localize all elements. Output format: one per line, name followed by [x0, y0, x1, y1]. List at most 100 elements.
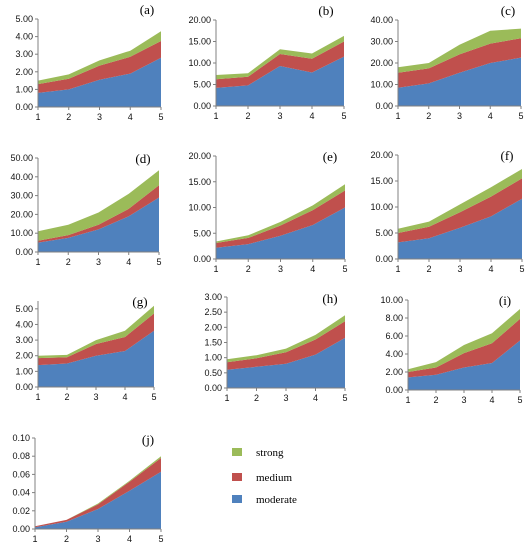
x-tick-label: 4	[122, 392, 127, 402]
panel-i: 0.00 2.00 4.00 6.00 8.00 10.00 1 2 3 4 5 (i)	[380, 293, 522, 405]
y-tick-label: 2.00	[15, 67, 33, 77]
x-tick-label: 4	[310, 264, 315, 274]
x-tick-label: 5	[342, 264, 347, 274]
y-tick-label: 10.00	[188, 58, 211, 68]
legend-swatch	[232, 473, 242, 481]
y-tick-label: 40.00	[370, 15, 393, 25]
area-medium	[216, 190, 345, 248]
x-tick-label: 1	[395, 111, 400, 121]
y-tick-label: 10.00	[370, 202, 393, 212]
area-medium	[38, 41, 161, 93]
legend-swatch	[232, 448, 242, 456]
area-strong	[38, 170, 159, 241]
y-tick-label: 30.00	[370, 37, 393, 47]
panel-label: (d)	[135, 151, 150, 166]
legend: strong medium moderate	[232, 447, 297, 506]
panel-label: (a)	[140, 2, 154, 17]
y-tick-label: 3.00	[15, 335, 33, 345]
y-tick-label: 4.00	[385, 349, 403, 359]
panel-d: 0.00 10.00 20.00 30.00 40.00 50.00 1 2 3 4 5 (d)	[10, 151, 161, 267]
x-tick-label: 4	[309, 111, 314, 121]
y-tick-label: 20.00	[10, 209, 33, 219]
y-tick-label: 10.00	[380, 295, 403, 305]
x-tick-label: 1	[35, 392, 40, 402]
y-tick-label: 0.04	[12, 488, 30, 498]
x-tick-label: 3	[95, 534, 100, 544]
x-tick-label: 2	[426, 264, 431, 274]
legend-label: medium	[256, 472, 292, 484]
y-tick-label: 40.00	[10, 172, 33, 182]
panel-f: 0.00 5.00 10.00 15.00 20.00 1 2 3 4 5 (f)	[370, 148, 524, 274]
y-tick-label: 2.00	[385, 367, 403, 377]
y-tick-label: 0.02	[12, 506, 30, 516]
area-medium	[216, 41, 344, 88]
x-tick-label: 1	[35, 112, 40, 122]
legend-swatch	[232, 495, 242, 503]
y-tick-label: 5.00	[15, 304, 33, 314]
x-tick-label: 3	[283, 393, 288, 403]
panel-b: 0.00 5.00 10.00 15.00 20.00 1 2 3 4 5 (b)	[188, 3, 346, 121]
x-tick-label: 3	[96, 257, 101, 267]
legend-item-moderate: moderate	[232, 494, 297, 506]
y-tick-label: 2.00	[15, 351, 33, 361]
y-tick-label: 1.00	[15, 84, 33, 94]
panel-label: (g)	[132, 294, 147, 309]
x-tick-label: 5	[341, 111, 346, 121]
y-tick-label: 5.00	[193, 228, 211, 238]
x-tick-label: 3	[457, 111, 462, 121]
area-strong	[216, 35, 344, 80]
x-tick-label: 4	[489, 395, 494, 405]
x-tick-label: 4	[488, 111, 493, 121]
y-tick-label: 4.00	[15, 32, 33, 42]
panel-c: 0.00 10.00 20.00 30.00 40.00 1 2 3 4 5 (c)	[370, 3, 523, 121]
y-tick-label: 15.00	[370, 176, 393, 186]
y-tick-label: 20.00	[370, 150, 393, 160]
y-tick-label: 20.00	[188, 15, 211, 25]
legend-label: moderate	[256, 494, 297, 506]
panel-label: (c)	[501, 3, 515, 18]
x-tick-label: 4	[126, 257, 131, 267]
y-tick-label: 50.00	[10, 153, 33, 163]
x-tick-label: 3	[461, 395, 466, 405]
y-tick-label: 5.00	[375, 228, 393, 238]
x-tick-label: 1	[35, 257, 40, 267]
panel-label: (f)	[501, 148, 514, 163]
y-tick-label: 0.00	[375, 101, 393, 111]
y-tick-label: 20.00	[370, 58, 393, 68]
panel-label: (e)	[323, 149, 337, 164]
y-tick-label: 6.00	[385, 331, 403, 341]
y-tick-label: 5.00	[15, 14, 33, 24]
y-tick-label: 30.00	[10, 191, 33, 201]
area-moderate	[216, 56, 344, 106]
x-tick-label: 2	[254, 393, 259, 403]
area-moderate	[398, 198, 522, 259]
x-tick-label: 2	[245, 111, 250, 121]
legend-item-strong: strong	[232, 447, 284, 459]
x-tick-label: 2	[64, 392, 69, 402]
x-tick-label: 5	[156, 257, 161, 267]
panel-label: (i)	[499, 293, 511, 308]
y-tick-label: 0.00	[385, 385, 403, 395]
y-tick-label: 3.00	[204, 292, 222, 302]
x-tick-label: 2	[433, 395, 438, 405]
panel-a: 0.00 1.00 2.00 3.00 4.00 5.00 1 2 3 4 5 (a)	[15, 2, 163, 122]
area-strong	[398, 169, 522, 233]
y-tick-label: 5.00	[193, 80, 211, 90]
x-tick-label: 3	[97, 112, 102, 122]
panel-label: (j)	[142, 432, 154, 447]
y-tick-label: 0.00	[15, 102, 33, 112]
y-tick-label: 1.00	[15, 366, 33, 376]
y-tick-label: 0.00	[12, 524, 30, 534]
x-tick-label: 4	[127, 534, 132, 544]
y-tick-label: 2.50	[204, 307, 222, 317]
area-moderate	[38, 330, 154, 387]
x-tick-label: 1	[224, 393, 229, 403]
y-tick-label: 0.00	[15, 382, 33, 392]
area-strong	[398, 28, 521, 73]
area-moderate	[398, 57, 521, 106]
x-tick-label: 5	[151, 392, 156, 402]
y-tick-label: 0.50	[204, 368, 222, 378]
x-tick-label: 3	[277, 111, 282, 121]
x-tick-label: 5	[342, 393, 347, 403]
